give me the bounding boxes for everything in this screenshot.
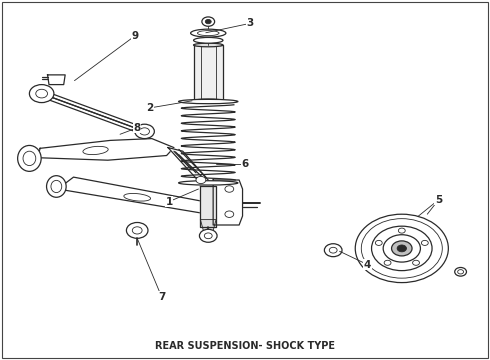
Circle shape (36, 89, 48, 98)
Circle shape (455, 267, 466, 276)
Circle shape (199, 229, 217, 242)
Polygon shape (48, 75, 65, 85)
Circle shape (392, 241, 412, 256)
Circle shape (355, 214, 448, 283)
Circle shape (225, 186, 234, 192)
Polygon shape (37, 139, 174, 160)
Polygon shape (200, 220, 216, 234)
Circle shape (132, 227, 142, 234)
Circle shape (371, 226, 432, 271)
Circle shape (135, 124, 154, 139)
Circle shape (196, 176, 206, 184)
Circle shape (458, 270, 464, 274)
Text: 7: 7 (158, 292, 166, 302)
Polygon shape (200, 186, 216, 227)
Ellipse shape (18, 145, 41, 171)
Ellipse shape (83, 147, 108, 154)
Ellipse shape (23, 151, 36, 166)
Polygon shape (58, 177, 220, 214)
Circle shape (383, 235, 420, 262)
Circle shape (361, 219, 442, 278)
Ellipse shape (194, 37, 223, 43)
Circle shape (384, 260, 391, 265)
Text: 6: 6 (242, 159, 248, 169)
Ellipse shape (178, 99, 238, 104)
Text: 9: 9 (131, 31, 138, 41)
Circle shape (140, 128, 149, 135)
Ellipse shape (194, 43, 223, 47)
Circle shape (375, 240, 382, 246)
Circle shape (413, 260, 419, 265)
Polygon shape (213, 180, 243, 225)
Text: 8: 8 (134, 123, 141, 133)
Ellipse shape (191, 29, 226, 37)
Circle shape (205, 19, 211, 24)
Circle shape (397, 245, 407, 252)
Circle shape (29, 85, 54, 103)
Ellipse shape (197, 31, 219, 36)
Polygon shape (168, 148, 210, 182)
Circle shape (329, 247, 337, 253)
Text: 3: 3 (246, 18, 253, 28)
Circle shape (204, 233, 212, 239)
Text: REAR SUSPENSION- SHOCK TYPE: REAR SUSPENSION- SHOCK TYPE (155, 341, 335, 351)
Circle shape (421, 240, 428, 246)
Circle shape (324, 244, 342, 257)
Circle shape (398, 228, 405, 233)
Text: 4: 4 (364, 260, 371, 270)
Circle shape (225, 211, 234, 217)
Polygon shape (194, 45, 223, 101)
Text: 2: 2 (146, 103, 153, 113)
Ellipse shape (124, 193, 150, 201)
Ellipse shape (47, 176, 66, 197)
Text: 5: 5 (435, 195, 442, 205)
Ellipse shape (178, 181, 238, 185)
Circle shape (202, 17, 215, 26)
Text: 1: 1 (166, 197, 172, 207)
Ellipse shape (51, 180, 62, 193)
Ellipse shape (194, 99, 223, 103)
Circle shape (126, 222, 148, 238)
